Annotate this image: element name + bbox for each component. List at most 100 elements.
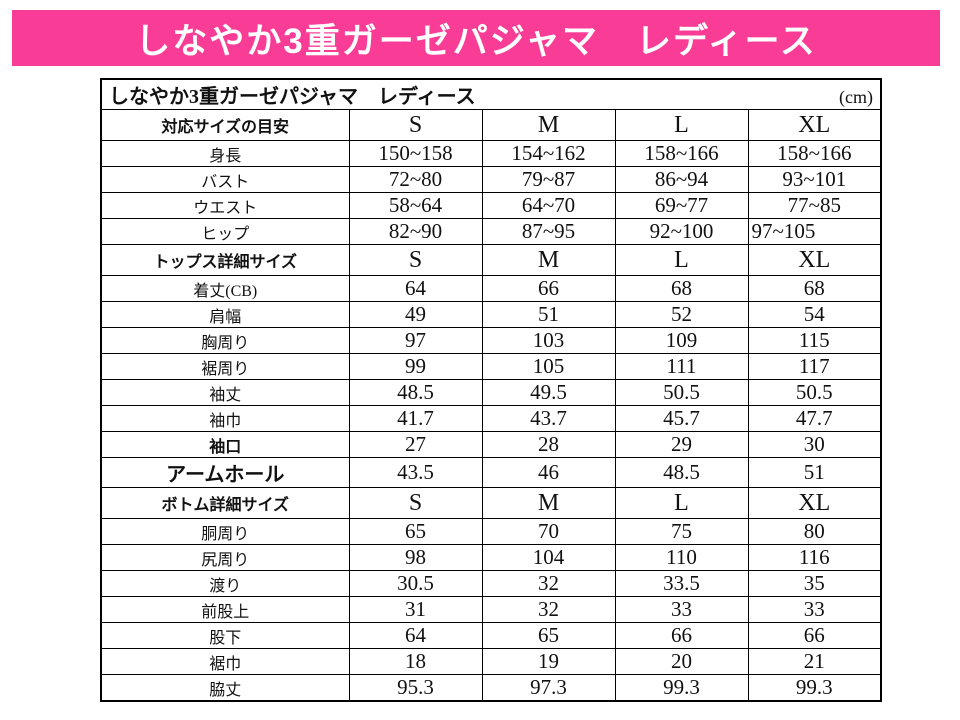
measurement-value: 87~95 xyxy=(481,218,616,245)
size-column-header: L xyxy=(614,487,749,519)
measurement-value: 66 xyxy=(481,275,616,302)
measurement-value: 66 xyxy=(747,622,883,649)
measurement-label: 尻周り xyxy=(100,544,350,571)
measurement-value: 117 xyxy=(747,353,883,380)
measurement-value: 97 xyxy=(348,327,483,354)
measurement-row: 身長 150~158 154~162 158~166 158~166 xyxy=(100,140,883,167)
measurement-value: 45.7 xyxy=(614,405,749,432)
measurement-value: 50.5 xyxy=(747,379,883,406)
measurement-value: 150~158 xyxy=(348,140,483,167)
measurement-value: 64 xyxy=(348,622,483,649)
section-header-row: 対応サイズの目安 S M L XL xyxy=(100,109,883,141)
measurement-value: 65 xyxy=(348,518,483,545)
size-column-header: M xyxy=(481,109,616,141)
size-column-header: M xyxy=(481,244,616,276)
measurement-row: 着丈(CB) 64 66 68 68 xyxy=(100,275,883,302)
measurement-label: 股下 xyxy=(100,622,350,649)
measurement-label: 肩幅 xyxy=(100,301,350,328)
section-header-label: ボトム詳細サイズ xyxy=(100,487,350,519)
measurement-value: 52 xyxy=(614,301,749,328)
measurement-value: 158~166 xyxy=(614,140,749,167)
measurement-label: バスト xyxy=(100,166,350,193)
measurement-value: 68 xyxy=(747,275,883,302)
measurement-value: 64~70 xyxy=(481,192,616,219)
measurement-row: 肩幅 49 51 52 54 xyxy=(100,301,883,328)
section-header-row: トップス詳細サイズ S M L XL xyxy=(100,244,883,276)
measurement-value: 95.3 xyxy=(348,674,483,702)
measurement-row: 袖丈 48.5 49.5 50.5 50.5 xyxy=(100,379,883,406)
measurement-value: 47.7 xyxy=(747,405,883,432)
size-column-header: S xyxy=(348,109,483,141)
measurement-label: 裾巾 xyxy=(100,648,350,675)
measurement-value: 41.7 xyxy=(348,405,483,432)
measurement-value: 43.7 xyxy=(481,405,616,432)
measurement-value: 28 xyxy=(481,431,616,458)
measurement-label: 袖巾 xyxy=(100,405,350,432)
measurement-value: 49.5 xyxy=(481,379,616,406)
measurement-value: 20 xyxy=(614,648,749,675)
section-header-label: 対応サイズの目安 xyxy=(100,109,350,141)
measurement-value: 46 xyxy=(481,457,616,488)
measurement-value: 154~162 xyxy=(481,140,616,167)
measurement-row: 袖口 27 28 29 30 xyxy=(100,431,883,458)
measurement-value: 92~100 xyxy=(614,218,749,245)
measurement-value: 54 xyxy=(747,301,883,328)
measurement-value: 69~77 xyxy=(614,192,749,219)
measurement-value: 48.5 xyxy=(348,379,483,406)
measurement-value: 105 xyxy=(481,353,616,380)
measurement-value: 104 xyxy=(481,544,616,571)
measurement-value: 109 xyxy=(614,327,749,354)
measurement-value: 97.3 xyxy=(481,674,616,702)
measurement-value: 98 xyxy=(348,544,483,571)
size-column-header: XL xyxy=(747,487,883,519)
measurement-value: 33.5 xyxy=(614,570,749,597)
measurement-row: 渡り 30.5 32 33.5 35 xyxy=(100,570,883,597)
measurement-value: 79~87 xyxy=(481,166,616,193)
size-column-header: M xyxy=(481,487,616,519)
measurement-value: 116 xyxy=(747,544,883,571)
size-column-header: S xyxy=(348,244,483,276)
measurement-value: 86~94 xyxy=(614,166,749,193)
measurement-value: 51 xyxy=(747,457,883,488)
measurement-value: 18 xyxy=(348,648,483,675)
measurement-value: 99 xyxy=(348,353,483,380)
measurement-row: バスト 72~80 79~87 86~94 93~101 xyxy=(100,166,883,193)
measurement-row: ヒップ 82~90 87~95 92~100 97~105 xyxy=(100,218,883,245)
measurement-label: 胸周り xyxy=(100,327,350,354)
measurement-label: 袖口 xyxy=(100,431,350,458)
measurement-value: 72~80 xyxy=(348,166,483,193)
measurement-value: 31 xyxy=(348,596,483,623)
measurement-label: ウエスト xyxy=(100,192,350,219)
measurement-value: 30 xyxy=(747,431,883,458)
measurement-value: 33 xyxy=(747,596,883,623)
measurement-value: 32 xyxy=(481,596,616,623)
measurement-label: アームホール xyxy=(100,457,350,488)
measurement-row: 胴周り 65 70 75 80 xyxy=(100,518,883,545)
measurement-value: 80 xyxy=(747,518,883,545)
measurement-label: 前股上 xyxy=(100,596,350,623)
measurement-value: 103 xyxy=(481,327,616,354)
measurement-value: 43.5 xyxy=(348,457,483,488)
measurement-value: 70 xyxy=(481,518,616,545)
measurement-value: 77~85 xyxy=(747,192,883,219)
measurement-value: 75 xyxy=(614,518,749,545)
unit-label: (cm) xyxy=(839,87,874,107)
section-header-row: ボトム詳細サイズ S M L XL xyxy=(100,487,883,519)
measurement-row: ウエスト 58~64 64~70 69~77 77~85 xyxy=(100,192,883,219)
measurement-value: 32 xyxy=(481,570,616,597)
measurement-value: 111 xyxy=(614,353,749,380)
measurement-label: 裾周り xyxy=(100,353,350,380)
measurement-value: 99.3 xyxy=(747,674,883,702)
measurement-value: 99.3 xyxy=(614,674,749,702)
measurement-value: 19 xyxy=(481,648,616,675)
measurement-row: 胸周り 97 103 109 115 xyxy=(100,327,883,354)
measurement-value: 58~64 xyxy=(348,192,483,219)
measurement-label: 胴周り xyxy=(100,518,350,545)
measurement-label: 渡り xyxy=(100,570,350,597)
product-title-banner: しなやか3重ガーゼパジャマ レディース xyxy=(12,10,940,66)
banner-title: しなやか3重ガーゼパジャマ レディース xyxy=(135,21,817,61)
measurement-value: 158~166 xyxy=(747,140,883,167)
measurement-label: 袖丈 xyxy=(100,379,350,406)
measurement-row: 尻周り 98 104 110 116 xyxy=(100,544,883,571)
measurement-row: 裾巾 18 19 20 21 xyxy=(100,648,883,675)
